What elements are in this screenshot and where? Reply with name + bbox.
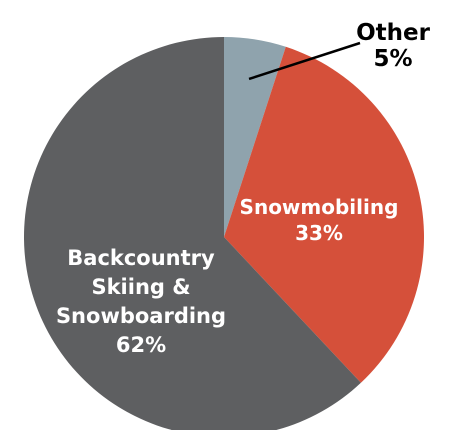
slice-label-backcountry-skiing-snowboarding-line-2: Skiing & [91, 275, 190, 299]
slice-label-backcountry-skiing-snowboarding-line-3: Snowboarding [56, 304, 226, 328]
slice-label-backcountry-skiing-snowboarding-line-1: Backcountry [67, 246, 215, 270]
pie-slice-other [224, 37, 286, 237]
pie-slice-backcountry-skiing-snowboarding [23, 37, 361, 430]
slice-value-backcountry-skiing-snowboarding: 62% [116, 333, 166, 357]
slice-label-other-line-1: Other [356, 20, 431, 46]
slice-value-snowmobiling: 33% [295, 221, 343, 245]
pie-slices [23, 37, 424, 430]
slice-value-other: 5% [373, 46, 412, 72]
pie-slice-snowmobiling [224, 46, 424, 383]
other-leader-line [248, 41, 361, 81]
slice-label-snowmobiling-line-1: Snowmobiling [240, 195, 399, 219]
